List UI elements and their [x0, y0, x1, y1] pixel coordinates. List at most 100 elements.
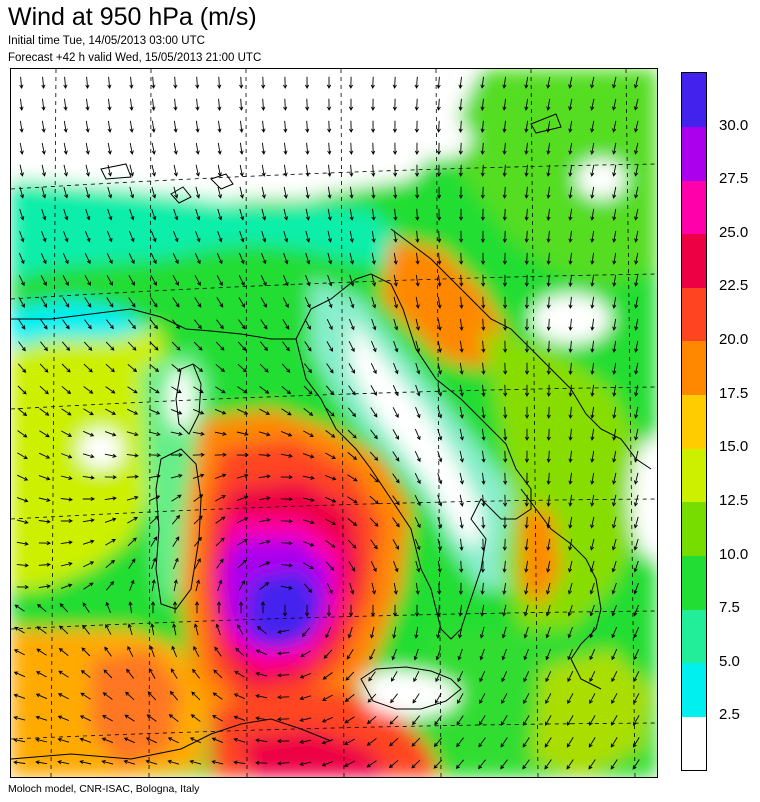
wind-arrow — [233, 715, 246, 721]
wind-arrow — [459, 340, 464, 353]
wind-arrow — [633, 516, 639, 529]
wind-arrow — [393, 252, 398, 265]
wind-arrow — [261, 186, 266, 199]
color-scale-tick-label: 12.5 — [719, 491, 749, 509]
wind-arrow — [437, 472, 443, 485]
wind-arrow — [282, 297, 289, 309]
wind-arrow — [173, 164, 178, 177]
wind-arrow — [305, 252, 311, 265]
wind-arrow — [634, 164, 639, 177]
wind-arrow — [481, 516, 486, 529]
wind-arrow — [568, 252, 573, 265]
wind-arrow — [612, 186, 617, 199]
wind-arrow — [545, 604, 551, 617]
wind-arrow — [415, 208, 420, 221]
wind-arrow — [17, 407, 28, 417]
wind-arrow — [414, 604, 420, 617]
wind-arrow — [38, 562, 51, 567]
wind-arrow — [40, 319, 48, 330]
wind-arrow — [282, 341, 290, 352]
wind-arrow — [481, 274, 486, 287]
wind-arrow — [436, 142, 441, 155]
wind-arrow — [83, 408, 94, 416]
wind-arrow — [170, 431, 183, 436]
wind-arrow — [129, 186, 135, 199]
wind-arrow — [347, 429, 357, 439]
wind-arrow — [216, 319, 224, 330]
wind-arrow — [546, 406, 551, 419]
wind-arrow — [105, 601, 111, 614]
wind-arrow — [129, 76, 134, 89]
wind-arrow — [148, 408, 161, 415]
wind-arrow — [457, 671, 464, 683]
wind-arrow — [61, 363, 71, 373]
wind-arrow — [634, 120, 639, 133]
wind-arrow — [277, 695, 290, 700]
wind-arrow — [590, 98, 595, 111]
wind-arrow — [502, 164, 507, 177]
wind-arrow — [213, 669, 223, 679]
wind-arrow — [14, 604, 25, 612]
wind-arrow — [568, 450, 573, 463]
wind-arrow — [127, 623, 133, 636]
wind-arrow — [126, 668, 134, 679]
wind-arrow — [368, 671, 376, 682]
wind-arrow — [125, 691, 135, 701]
wind-arrow — [481, 538, 486, 551]
wind-arrow — [280, 497, 293, 502]
wind-arrow — [324, 475, 337, 481]
wind-arrow — [347, 518, 358, 526]
wind-arrow — [458, 142, 463, 155]
wind-arrow — [41, 186, 47, 199]
wind-arrow — [503, 340, 508, 353]
wind-arrow — [104, 475, 117, 480]
wind-arrow — [459, 318, 464, 331]
wind-arrow — [371, 164, 376, 177]
wind-arrow — [348, 363, 355, 374]
wind-arrow — [214, 473, 227, 479]
wind-arrow — [502, 186, 507, 199]
wind-arrow — [62, 319, 70, 330]
wind-arrow — [261, 76, 266, 89]
wind-arrow — [261, 120, 266, 133]
wind-arrow — [503, 494, 508, 507]
wind-arrow — [239, 120, 244, 133]
wind-arrow — [590, 318, 595, 331]
wind-arrow — [434, 715, 442, 726]
wind-arrow — [392, 517, 400, 528]
wind-arrow — [261, 142, 266, 155]
wind-arrow — [305, 76, 310, 89]
wind-arrow — [590, 120, 595, 133]
wind-arrow — [502, 76, 507, 89]
wind-arrow — [634, 384, 639, 397]
wind-arrow — [502, 208, 507, 221]
wind-arrow — [212, 692, 223, 700]
wind-arrow — [83, 430, 95, 437]
wind-arrow — [349, 120, 354, 133]
wind-arrow — [255, 694, 268, 699]
wind-arrow — [370, 539, 378, 550]
wind-arrow — [371, 274, 377, 287]
wind-arrow — [568, 340, 573, 353]
wind-arrow — [455, 759, 465, 770]
wind-arrow — [502, 120, 507, 133]
wind-arrow — [568, 230, 573, 243]
wind-arrow — [63, 142, 68, 155]
wind-arrow — [393, 164, 398, 177]
wind-arrow — [633, 649, 640, 661]
wind-arrow — [610, 759, 618, 770]
wind-arrow — [590, 208, 595, 221]
wind-arrow — [321, 716, 333, 723]
wind-arrow — [437, 230, 442, 243]
wind-arrow — [169, 690, 179, 701]
wind-arrow — [59, 603, 69, 613]
wind-arrow — [349, 252, 355, 265]
wind-arrow — [58, 648, 69, 656]
wind-arrow — [301, 627, 311, 638]
wind-arrow — [502, 230, 507, 243]
wind-arrow — [195, 579, 201, 592]
wind-arrow — [151, 557, 157, 570]
wind-arrow — [389, 737, 399, 747]
wind-arrow — [124, 714, 135, 722]
wind-arrow — [236, 431, 249, 436]
